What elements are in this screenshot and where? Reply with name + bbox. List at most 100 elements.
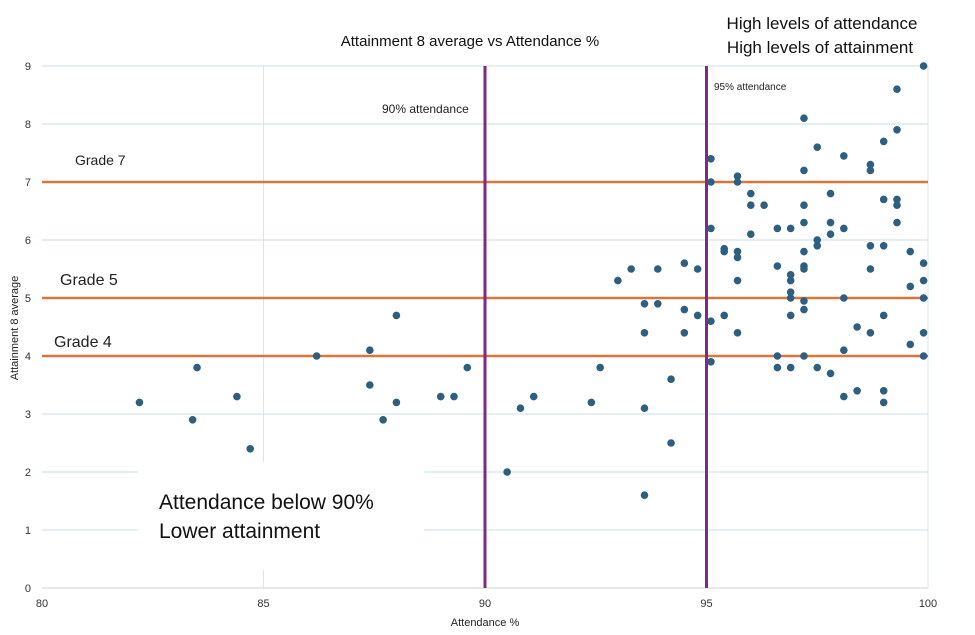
data-point (747, 201, 755, 209)
data-point (773, 363, 782, 372)
data-point (800, 265, 808, 273)
data-point (893, 85, 901, 93)
data-point (906, 247, 915, 256)
data-point (773, 262, 782, 270)
data-point (233, 392, 241, 401)
data-point (747, 189, 755, 198)
x-tick-label-100: 100 (919, 598, 937, 610)
chart-title: Attainment 8 average vs Attendance % (341, 33, 600, 50)
data-point (379, 416, 387, 424)
data-point (707, 178, 715, 186)
data-point (193, 363, 201, 372)
data-point (135, 398, 144, 407)
data-point (503, 468, 511, 476)
data-point (720, 311, 729, 320)
data-point (906, 340, 915, 349)
data-point (840, 152, 848, 160)
data-point (800, 218, 808, 227)
data-point (866, 242, 875, 250)
data-point (392, 311, 401, 320)
x-tick-label-85: 85 (257, 598, 269, 610)
y-tick-label-6: 6 (25, 235, 31, 247)
data-point (720, 244, 729, 253)
y-axis-title: Attainment 8 average (9, 276, 21, 381)
data-point (733, 276, 742, 285)
x-tick-label-80: 80 (36, 598, 48, 610)
data-point (773, 352, 782, 360)
data-point (893, 195, 901, 204)
data-point (680, 305, 689, 314)
x-tick-label-95: 95 (700, 598, 712, 610)
data-point (879, 242, 888, 250)
data-point (840, 224, 848, 233)
data-point (693, 265, 702, 273)
data-point (760, 201, 768, 209)
data-point (707, 358, 715, 366)
data-point (800, 201, 808, 209)
data-point (640, 329, 649, 337)
data-point (312, 352, 321, 360)
data-point (653, 265, 662, 273)
data-point (733, 178, 742, 186)
data-point (463, 363, 472, 372)
data-point (800, 247, 808, 256)
data-point (879, 387, 888, 395)
data-point (680, 259, 689, 268)
data-point (246, 445, 255, 453)
data-point (529, 392, 538, 401)
data-point (587, 398, 596, 407)
data-point (866, 166, 875, 175)
data-point (733, 172, 742, 180)
grade-label-4: Grade 4 (54, 334, 112, 351)
data-point (893, 218, 901, 227)
annotation-lower-attainment: Lower attainment (159, 520, 320, 543)
data-point (866, 329, 875, 337)
data-point (853, 387, 861, 395)
data-point (893, 126, 901, 134)
tick-labels: 0 1 2 3 4 5 6 7 8 9 80 85 90 95 100 (25, 61, 937, 610)
data-point (800, 305, 808, 314)
data-point (733, 253, 742, 262)
data-point (450, 392, 458, 401)
data-point (707, 155, 715, 163)
data-point (826, 189, 835, 198)
data-point (786, 271, 795, 279)
annotation-high-attainment: High levels of attainment (727, 38, 913, 57)
data-point (747, 230, 755, 238)
data-point (879, 398, 888, 407)
data-point (733, 329, 742, 337)
data-point (516, 404, 525, 413)
data-point (786, 363, 795, 372)
data-point (879, 311, 888, 320)
annotation-box (138, 462, 424, 570)
data-point (840, 294, 848, 302)
y-tick-label-3: 3 (25, 409, 31, 421)
data-point (800, 297, 808, 305)
data-point (826, 218, 835, 227)
data-point (733, 247, 742, 256)
data-point (919, 294, 928, 302)
data-point (707, 224, 715, 233)
y-tick-label-8: 8 (25, 119, 31, 131)
data-point (919, 259, 928, 268)
data-point (693, 311, 702, 320)
data-point (614, 276, 622, 285)
data-point (826, 369, 835, 378)
y-tick-label-9: 9 (25, 61, 31, 73)
data-point (366, 346, 374, 355)
data-point (366, 381, 374, 389)
y-tick-label-7: 7 (25, 177, 31, 189)
y-tick-label-4: 4 (25, 351, 31, 363)
data-point (893, 201, 901, 209)
y-tick-label-2: 2 (25, 467, 31, 479)
data-point (919, 352, 928, 360)
data-point (596, 363, 604, 372)
x-tick-label-90: 90 (479, 598, 491, 610)
data-point (640, 491, 649, 500)
data-point (392, 398, 401, 407)
data-point (707, 317, 715, 326)
data-point (813, 236, 822, 244)
data-point (840, 346, 848, 355)
attendance-label-95: 95% attendance (714, 82, 787, 93)
